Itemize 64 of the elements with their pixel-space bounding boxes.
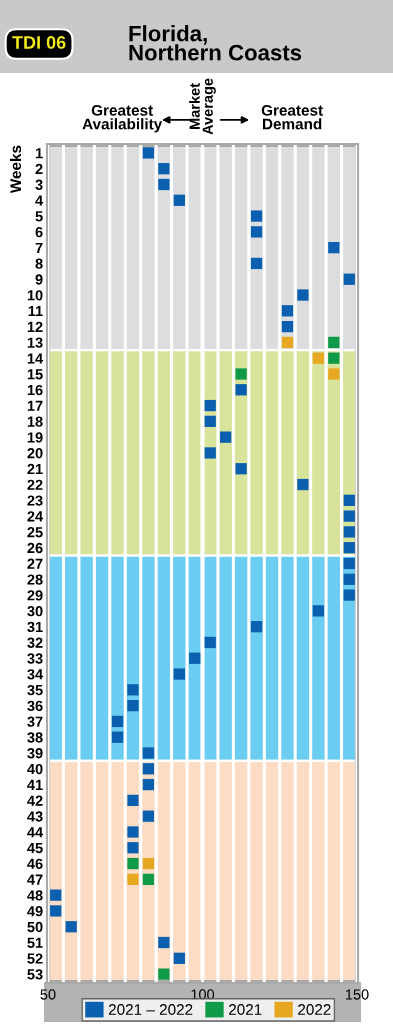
y-tick-label: 26 [27,542,43,554]
y-tick-label: 28 [27,574,43,585]
y-tick-label: 3 [35,179,43,190]
y-tick-label: 49 [27,906,43,917]
y-tick-label: 36 [27,700,43,712]
chart-subtitle: TDI 06 [12,36,66,49]
y-tick-label: 8 [35,258,43,269]
y-tick-label: 37 [27,716,43,727]
y-tick-label: 1 [35,148,43,159]
y-tick-label: 47 [27,874,43,885]
x-tick-label: 100 [191,989,215,1000]
y-tick-label: 21 [27,463,43,475]
legend-label: 2021 – 2022 [108,1004,193,1015]
y-tick-label: 45 [27,843,43,854]
y-tick-label: 39 [27,748,43,759]
y-tick-label: 12 [27,321,43,332]
y-tick-label: 13 [27,337,43,348]
y-tick-label: 50 [27,921,43,933]
y-tick-label: 31 [27,621,43,633]
y-tick-label: 19 [27,432,43,443]
legend-label: 2022 [298,1004,331,1015]
chart-title: Florida, Northern Coasts [129,25,302,61]
y-tick-label: 25 [27,527,43,538]
text: Greatest Demand [261,104,323,130]
y-tick-label: 18 [27,416,43,427]
y-tick-label: 52 [27,953,43,964]
text: Greatest Availability [82,104,163,133]
y-tick-label: 16 [27,384,43,396]
y-tick-label: 46 [27,858,43,869]
x-tick-label: 150 [345,989,369,1000]
y-tick-label: 10 [27,290,43,301]
y-tick-label: 38 [27,732,43,743]
y-tick-label: 5 [35,211,43,222]
y-tick-label: 24 [27,511,44,522]
ref-line-label: Market Average [189,78,216,135]
y-tick-label: 11 [28,306,43,317]
y-tick-label: 22 [27,479,43,490]
y-tick-label: 30 [27,605,43,617]
y-tick-label: 44 [27,827,44,838]
y-tick-label: 41 [27,779,43,790]
y-tick-label: 2 [35,163,43,174]
y-tick-label: 7 [35,242,43,253]
y-tick-label: 17 [27,400,43,411]
y-tick-label: 42 [27,795,43,806]
y-tick-label: 29 [27,590,43,601]
y-tick-label: 4 [35,195,44,206]
y-tick-label: 33 [27,653,43,664]
y-tick-label: 35 [27,684,43,696]
y-tick-label: 23 [27,495,43,506]
y-tick-label: 40 [27,763,43,775]
y-tick-label: 51 [27,937,43,948]
y-tick-label: 48 [27,890,43,901]
y-tick-label: 6 [35,226,43,238]
y-tick-label: 27 [27,558,43,569]
y-tick-label: 34 [27,669,44,680]
y-axis-title: Weeks [9,145,22,194]
y-tick-label: 14 [27,353,44,364]
y-tick-label: 43 [27,811,43,822]
legend-label: 2021 [229,1004,262,1015]
y-tick-label: 53 [27,969,43,980]
y-tick-label: 9 [35,274,43,285]
y-tick-label: 32 [27,637,43,648]
y-tick-label: 20 [27,448,43,459]
y-tick-label: 15 [27,369,43,380]
